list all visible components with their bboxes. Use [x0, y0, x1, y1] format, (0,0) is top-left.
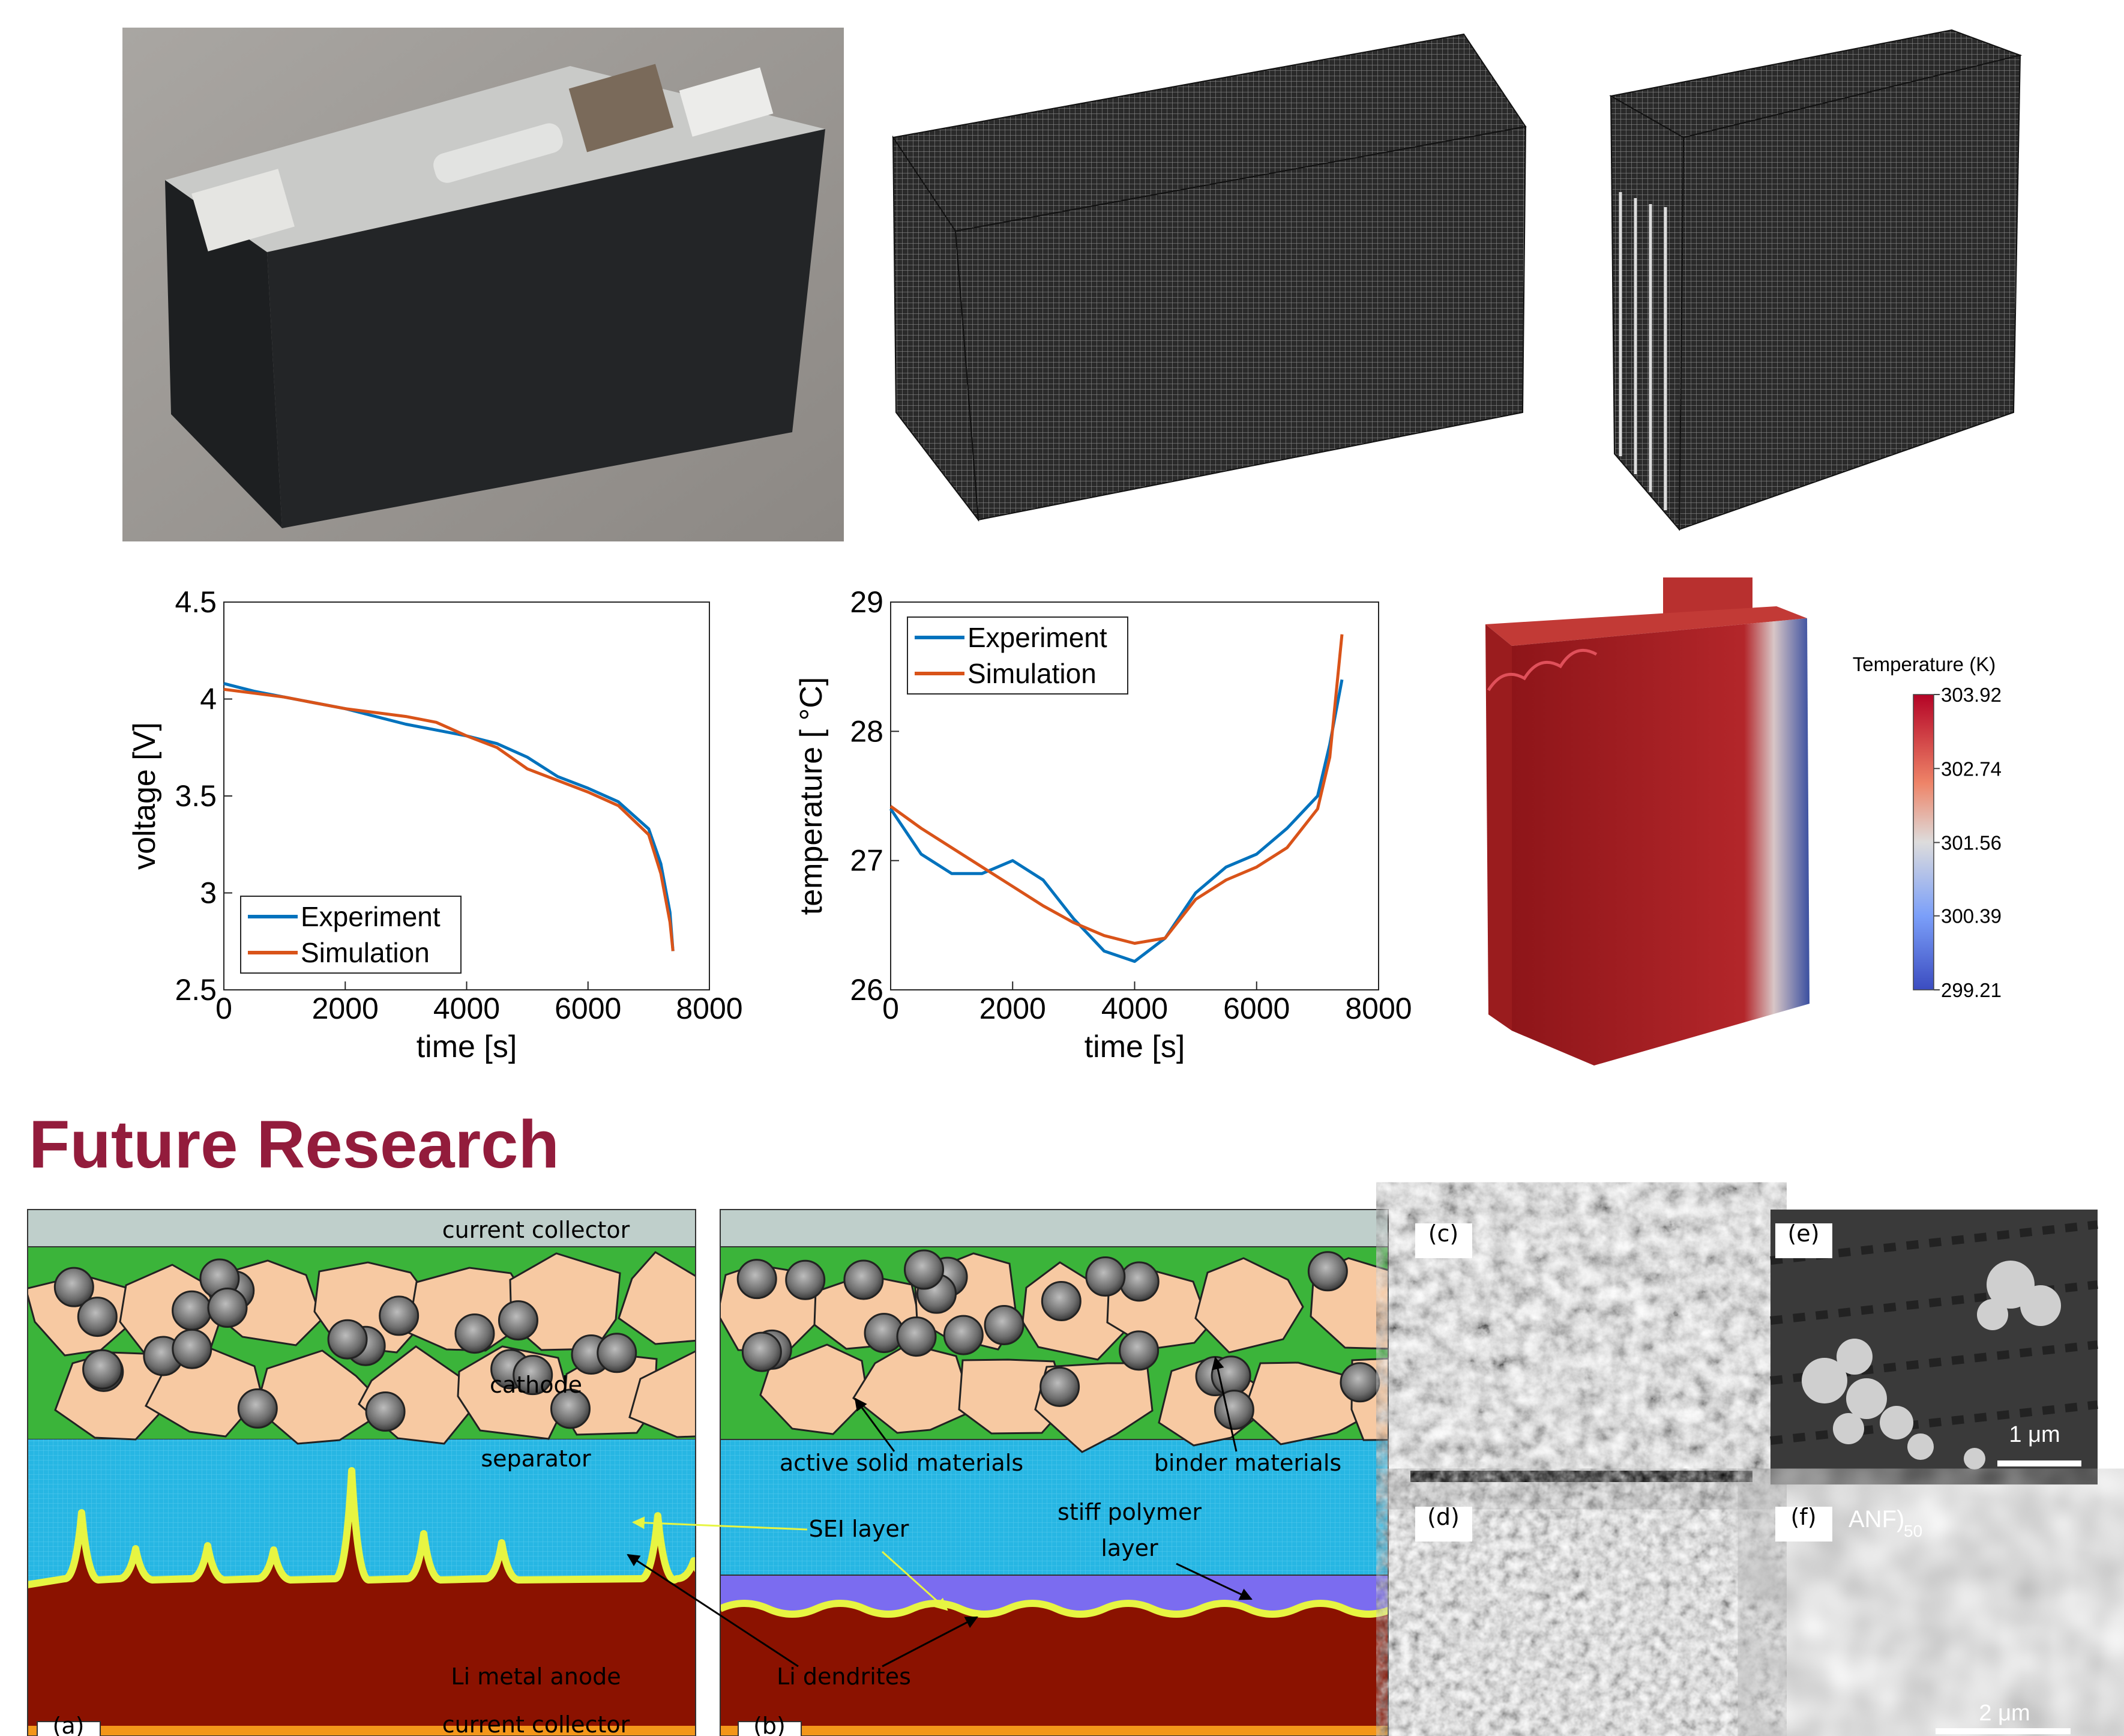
binder-particle — [366, 1393, 405, 1431]
label: current collector — [442, 1217, 630, 1243]
binder-particle — [844, 1261, 883, 1299]
x-tick-label: 4000 — [1101, 992, 1168, 1025]
y-tick-label: 29 — [850, 585, 883, 619]
binder-particle — [173, 1291, 211, 1330]
mesh-model — [893, 34, 1526, 520]
binder-particle — [1041, 1367, 1079, 1406]
binder-particle — [499, 1301, 537, 1340]
colorbar-tick-label: 302.74 — [1941, 758, 2002, 780]
binder-particle — [456, 1315, 494, 1353]
binder-particle — [1212, 1357, 1250, 1395]
binder-particle — [1215, 1391, 1253, 1429]
label: SEI layer — [809, 1516, 909, 1542]
binder-particle — [897, 1318, 936, 1356]
y-tick-label: 4 — [200, 683, 217, 716]
scale-bar — [1997, 1460, 2081, 1466]
binder-particle — [1120, 1331, 1158, 1370]
micrographs: (c) (d) (e) (f) ANF) 50 1 μm 2 μm — [1410, 1210, 2098, 1736]
y-tick-label: 3 — [200, 876, 217, 910]
binder-particle — [1120, 1262, 1158, 1301]
colorbar-ramp — [1913, 695, 1934, 990]
colorbar-tick-label: 303.92 — [1941, 684, 2002, 706]
caption: ANF) — [1849, 1506, 1904, 1533]
section-title: Future Research — [29, 1107, 559, 1182]
legend-label: Simulation — [967, 658, 1097, 689]
label: Li metal anode — [451, 1663, 621, 1690]
binder-particle — [1086, 1258, 1125, 1296]
label: stiff polymer — [1057, 1499, 1202, 1525]
panel-label: (e) — [1787, 1220, 1819, 1247]
binder-particle — [238, 1389, 277, 1427]
x-tick-label: 0 — [215, 992, 232, 1025]
binder-particle — [1042, 1282, 1080, 1320]
label: binder materials — [1154, 1450, 1341, 1476]
x-tick-label: 8000 — [676, 992, 742, 1025]
thermal-model — [1485, 577, 1810, 1065]
legend-label: Simulation — [301, 937, 430, 968]
y-tick-label: 28 — [850, 714, 883, 748]
binder-particle — [786, 1261, 825, 1299]
y-tick-label: 3.5 — [175, 779, 217, 813]
binder-particle — [1341, 1363, 1379, 1402]
legend-label: Experiment — [967, 622, 1107, 653]
binder-particle — [328, 1320, 367, 1358]
label: Li dendrites — [777, 1663, 911, 1690]
cell-photo — [122, 28, 844, 541]
binder-particle — [738, 1260, 776, 1298]
y-tick-label: 27 — [850, 844, 883, 878]
label: separator — [481, 1445, 591, 1472]
panel-label: (c) — [1428, 1220, 1459, 1247]
label: layer — [1101, 1535, 1158, 1561]
binder-particle — [173, 1330, 211, 1368]
colorbar-title: Temperature (K) — [1853, 653, 1996, 675]
binder-particle — [905, 1250, 943, 1289]
x-axis-label: time [s] — [417, 1029, 517, 1064]
binder-particle — [985, 1306, 1023, 1344]
x-tick-label: 0 — [882, 992, 899, 1025]
label: cathode — [490, 1372, 582, 1398]
y-axis-label: voltage [V] — [127, 722, 162, 870]
y-tick-label: 26 — [850, 973, 883, 1007]
binder-particle — [78, 1298, 116, 1336]
label: active solid materials — [780, 1450, 1023, 1476]
panel-label: (a) — [53, 1713, 85, 1736]
colorbar-tick-label: 301.56 — [1941, 832, 2002, 854]
diagram-a — [26, 1210, 752, 1736]
binder-particle — [208, 1289, 247, 1327]
poster: Temperature (K) 303.92 302.74 301.56 300.39… — [0, 0, 2124, 1736]
scale-bar — [1936, 1728, 2071, 1734]
x-tick-label: 4000 — [433, 992, 500, 1025]
panel-label: (f) — [1790, 1504, 1816, 1530]
y-axis-label: temperature [ °C] — [794, 677, 829, 915]
caption-subscript: 50 — [1904, 1522, 1922, 1540]
label: current collector — [442, 1711, 630, 1736]
binder-particle — [380, 1297, 418, 1335]
colorbar-tick-label: 300.39 — [1941, 905, 2002, 927]
scale-label: 1 μm — [2009, 1422, 2060, 1447]
scale-label: 2 μm — [1979, 1701, 2030, 1726]
binder-particle — [1308, 1252, 1347, 1291]
binder-particle — [83, 1350, 122, 1388]
y-tick-label: 2.5 — [175, 973, 217, 1007]
x-tick-label: 6000 — [1223, 992, 1290, 1025]
panel-label: (b) — [753, 1713, 786, 1736]
colorbar: Temperature (K) 303.92 302.74 301.56 300.39… — [1853, 653, 2002, 1001]
colorbar-tick-label: 299.21 — [1941, 979, 2002, 1001]
x-axis-label: time [s] — [1085, 1029, 1185, 1064]
page: {"chart_data": [ {"type": "line", "xlabe… — [0, 0, 2124, 1736]
binder-particle — [944, 1316, 982, 1354]
panel-label: (d) — [1427, 1504, 1460, 1530]
x-tick-label: 2000 — [979, 992, 1046, 1025]
x-tick-label: 6000 — [555, 992, 621, 1025]
mesh-model-section — [1611, 30, 2020, 529]
binder-particle — [742, 1333, 781, 1371]
x-tick-label: 8000 — [1345, 992, 1412, 1025]
legend-label: Experiment — [301, 901, 441, 932]
binder-particle — [598, 1334, 636, 1372]
y-tick-label: 4.5 — [175, 585, 217, 619]
x-tick-label: 2000 — [312, 992, 379, 1025]
